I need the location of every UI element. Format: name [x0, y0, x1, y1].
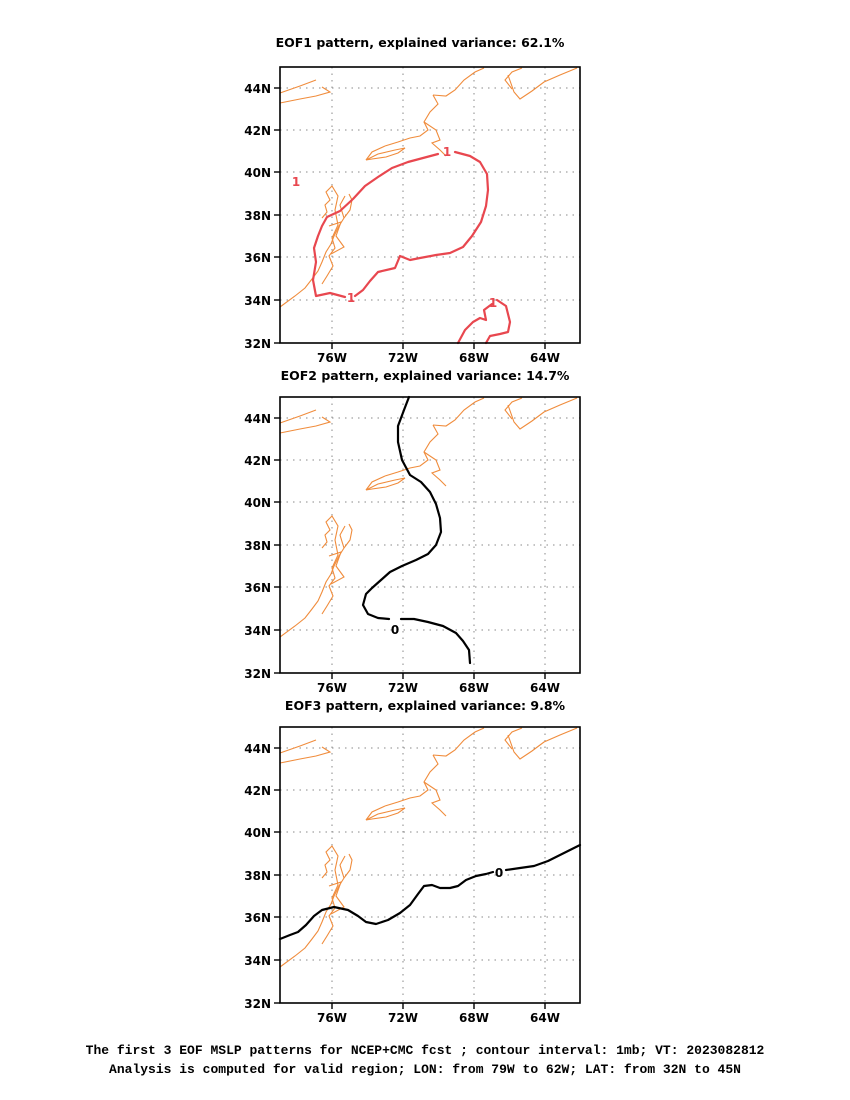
lon-tick-label: 76W	[317, 681, 347, 695]
lat-tick-label: 40N	[244, 496, 271, 510]
panel-3-coastline	[280, 728, 577, 967]
panel-1-contour-label: 1	[489, 296, 497, 310]
panel-1-coastline	[280, 68, 577, 307]
caption-line-1: The first 3 EOF MSLP patterns for NCEP+C…	[86, 1043, 765, 1058]
caption-line-2: Analysis is computed for valid region; L…	[109, 1062, 741, 1077]
panel-1-contour-label: 1	[347, 291, 355, 305]
lon-tick-label: 68W	[459, 351, 489, 365]
panel-1-map: 1 1 1 1 44N 42N 40N 38N 36N 34N 32N 76W …	[244, 67, 580, 365]
panel-3-map: 0 44N 42N 40N 38N 36N 34N 32N 76W 72W 68…	[244, 727, 580, 1025]
panel-2-coastline	[280, 398, 577, 637]
lon-tick-label: 76W	[317, 351, 347, 365]
lat-tick-label: 40N	[244, 166, 271, 180]
lat-tick-label: 42N	[244, 784, 271, 798]
panel-2-contour-zero	[363, 397, 470, 663]
lon-tick-label: 68W	[459, 681, 489, 695]
panel-1-contour-label: 1	[443, 145, 451, 159]
lat-tick-label: 38N	[244, 209, 271, 223]
panel-1-contour-se	[458, 300, 510, 343]
lat-tick-label: 38N	[244, 539, 271, 553]
lon-tick-label: 76W	[317, 1011, 347, 1025]
lat-tick-label: 36N	[244, 911, 271, 925]
eof-figure: EOF1 pattern, explained variance: 62.1% …	[0, 0, 850, 1100]
panel-3-title: EOF3 pattern, explained variance: 9.8%	[285, 698, 566, 713]
panel-2-contour-label: 0	[391, 623, 399, 637]
lat-tick-label: 36N	[244, 251, 271, 265]
panel-3-contour-zero	[280, 845, 580, 939]
lat-tick-label: 38N	[244, 869, 271, 883]
lon-tick-label: 64W	[530, 681, 560, 695]
panel-1-title: EOF1 pattern, explained variance: 62.1%	[276, 35, 565, 50]
lat-tick-label: 34N	[244, 954, 271, 968]
lat-tick-label: 44N	[244, 742, 271, 756]
lon-tick-label: 72W	[388, 351, 418, 365]
panel-1-contour-label: 1	[292, 175, 300, 189]
lat-tick-label: 36N	[244, 581, 271, 595]
lat-tick-label: 42N	[244, 454, 271, 468]
lat-tick-label: 32N	[244, 337, 271, 351]
lat-tick-label: 32N	[244, 997, 271, 1011]
lat-tick-label: 34N	[244, 294, 271, 308]
lat-tick-label: 44N	[244, 82, 271, 96]
panel-2-map: 0 44N 42N 40N 38N 36N 34N 32N 76W 72W 68…	[244, 397, 580, 695]
lat-tick-label: 44N	[244, 412, 271, 426]
lat-tick-label: 40N	[244, 826, 271, 840]
lon-tick-label: 72W	[388, 681, 418, 695]
lon-tick-label: 64W	[530, 1011, 560, 1025]
lon-tick-label: 64W	[530, 351, 560, 365]
panel-1-contour-main	[313, 152, 488, 297]
lat-tick-label: 32N	[244, 667, 271, 681]
lon-tick-label: 68W	[459, 1011, 489, 1025]
panel-2-title: EOF2 pattern, explained variance: 14.7%	[281, 368, 570, 383]
lat-tick-label: 34N	[244, 624, 271, 638]
panel-3-contour-label: 0	[495, 866, 503, 880]
lat-tick-label: 42N	[244, 124, 271, 138]
lon-tick-label: 72W	[388, 1011, 418, 1025]
